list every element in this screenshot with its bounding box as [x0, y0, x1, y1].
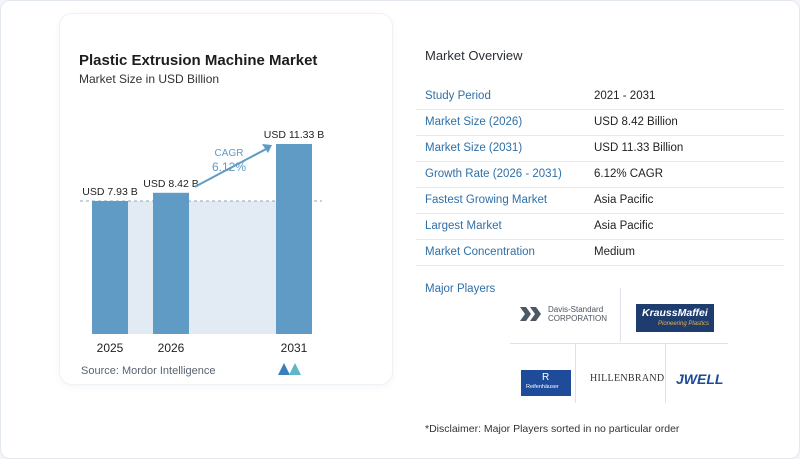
bar — [276, 144, 312, 334]
overview-value: 6.12% CAGR — [594, 168, 664, 180]
jwell-logo: JWELL — [676, 371, 724, 387]
bar-value-label: USD 11.33 B — [264, 129, 325, 141]
bar — [153, 192, 189, 334]
overview-row: Growth Rate (2026 - 2031) 6.12% CAGR — [416, 162, 784, 188]
chart-title: Plastic Extrusion Machine Market — [79, 52, 318, 69]
kraussmaffei-tagline: Pioneering Plastics — [658, 321, 710, 327]
players-title: Major Players — [425, 283, 496, 295]
davis-standard-logo: Davis-Standard CORPORATION — [520, 305, 607, 323]
overview-key: Market Size (2031) — [425, 142, 523, 154]
x-tick-label: 2026 — [158, 341, 185, 355]
overview-row: Market Size (2031) USD 11.33 Billion — [416, 136, 784, 162]
overview-row: Largest Market Asia Pacific — [416, 214, 784, 240]
overview-key: Fastest Growing Market — [425, 194, 548, 206]
bar-chart: USD 7.93 B 2025 USD 8.42 B 2026 USD 11.33 B 2… — [80, 129, 325, 355]
x-tick-label: 2025 — [97, 341, 124, 355]
players-divider — [510, 343, 728, 344]
cagr-arrowhead-icon — [262, 144, 272, 153]
mordor-logo-icon — [278, 363, 301, 375]
overview-row: Market Concentration Medium — [416, 240, 784, 266]
overview-table: Study Period 2021 - 2031 Market Size (2026… — [416, 84, 784, 266]
overview-value: Asia Pacific — [594, 220, 654, 232]
overview-value: USD 11.33 Billion — [594, 142, 684, 154]
overview-value: Asia Pacific — [594, 194, 654, 206]
kraussmaffei-name: KraussMaffei — [642, 307, 708, 319]
players-divider — [665, 343, 666, 403]
overview-row: Study Period 2021 - 2031 — [416, 84, 784, 110]
overview-key: Market Concentration — [425, 246, 535, 258]
overview-value: Medium — [594, 246, 635, 258]
hillenbrand-logo: HILLENBRAND — [590, 373, 665, 384]
players-divider — [620, 288, 621, 342]
players-divider — [575, 343, 576, 403]
x-tick-label: 2031 — [281, 341, 308, 355]
disclaimer: *Disclaimer: Major Players sorted in no … — [425, 423, 680, 435]
overview-row: Fastest Growing Market Asia Pacific — [416, 188, 784, 214]
overview-key: Growth Rate (2026 - 2031) — [425, 168, 562, 180]
kraussmaffei-logo: KraussMaffei Pioneering Plastics — [636, 304, 714, 332]
chart-card: Plastic Extrusion Machine Market Market … — [60, 14, 392, 384]
cagr-arrow — [194, 147, 269, 188]
cagr-label: CAGR — [215, 148, 244, 159]
chart-source: Source: Mordor Intelligence — [81, 365, 216, 377]
overview-key: Study Period — [425, 90, 491, 102]
reifenhauser-mark: R — [542, 372, 550, 383]
overview-key: Largest Market — [425, 220, 502, 232]
bar-value-label: USD 8.42 B — [143, 178, 198, 190]
bar-value-label: USD 7.93 B — [82, 186, 137, 198]
bar — [92, 201, 128, 334]
reifenhauser-logo: R Reifenhäuser — [521, 370, 571, 396]
overview-value: 2021 - 2031 — [594, 90, 656, 102]
cagr-value: 6.12% — [212, 160, 246, 174]
davis-standard-mark-icon — [520, 307, 541, 321]
davis-standard-corp: CORPORATION — [548, 314, 607, 323]
overview-title: Market Overview — [425, 48, 523, 63]
reifenhauser-name: Reifenhäuser — [526, 384, 559, 390]
overview-value: USD 8.42 Billion — [594, 116, 678, 128]
chart-subtitle: Market Size in USD Billion — [79, 72, 220, 86]
overview-row: Market Size (2026) USD 8.42 Billion — [416, 110, 784, 136]
davis-standard-name: Davis-Standard — [548, 305, 604, 314]
overview-key: Market Size (2026) — [425, 116, 523, 128]
